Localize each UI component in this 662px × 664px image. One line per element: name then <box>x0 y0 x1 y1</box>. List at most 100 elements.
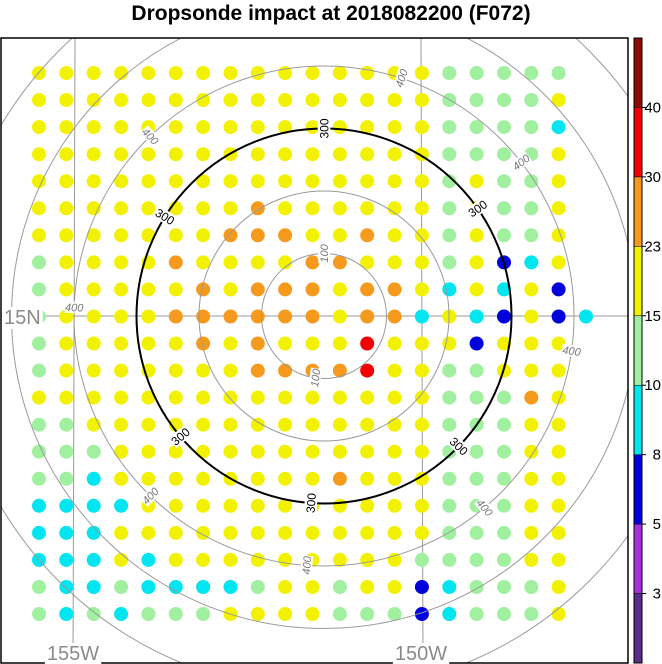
data-point <box>278 498 293 513</box>
data-point <box>141 607 156 621</box>
data-point <box>360 580 375 594</box>
data-point <box>32 471 46 486</box>
data-point <box>551 498 566 513</box>
data-point <box>278 580 293 594</box>
colorbar-box <box>633 107 643 178</box>
data-point <box>524 66 539 80</box>
data-point <box>278 255 293 270</box>
data-point <box>469 336 484 351</box>
data-point <box>414 498 429 513</box>
data-point <box>141 93 156 107</box>
data-point <box>414 309 429 324</box>
data-point <box>551 93 566 107</box>
data-point <box>387 607 402 621</box>
data-point <box>250 580 265 594</box>
data-point <box>196 471 211 486</box>
data-point <box>360 471 375 486</box>
data-point <box>469 93 484 107</box>
data-point <box>86 607 101 621</box>
data-point <box>497 444 511 459</box>
data-point <box>196 552 211 567</box>
data-point <box>141 174 156 189</box>
data-point <box>250 417 265 432</box>
data-point <box>469 147 484 162</box>
data-point <box>250 390 265 405</box>
data-point <box>551 580 566 594</box>
data-point <box>442 336 457 351</box>
range-ring-label: 400 <box>394 67 411 89</box>
data-point <box>305 607 320 621</box>
data-point <box>332 363 347 378</box>
data-point <box>524 174 539 189</box>
data-point <box>524 336 539 351</box>
data-point <box>250 444 265 459</box>
data-point <box>223 93 238 107</box>
data-point <box>250 93 265 107</box>
data-point <box>223 498 238 513</box>
data-point <box>32 174 46 189</box>
data-point <box>32 120 46 135</box>
data-point <box>196 255 211 270</box>
colorbar-box <box>633 523 643 594</box>
colorbar-label: 10 <box>644 377 661 394</box>
data-point <box>223 66 238 80</box>
data-point <box>86 147 101 162</box>
data-point <box>223 552 238 567</box>
data-point <box>168 174 183 189</box>
data-point <box>524 255 539 270</box>
data-point <box>469 607 484 621</box>
data-point <box>278 471 293 486</box>
data-point <box>469 120 484 135</box>
data-point <box>469 282 484 297</box>
range-ring-label: 400 <box>65 302 85 315</box>
data-point <box>196 417 211 432</box>
data-point <box>250 471 265 486</box>
data-point <box>141 336 156 351</box>
data-point <box>497 282 511 297</box>
data-point <box>551 309 566 324</box>
data-point <box>524 580 539 594</box>
data-point <box>442 282 457 297</box>
data-point <box>305 417 320 432</box>
data-point <box>497 417 511 432</box>
data-point <box>524 201 539 216</box>
data-point <box>141 228 156 243</box>
data-point <box>387 147 402 162</box>
data-point <box>141 309 156 324</box>
data-point <box>196 174 211 189</box>
data-point <box>86 471 101 486</box>
data-point <box>168 607 183 621</box>
data-point <box>114 471 129 486</box>
data-point <box>360 390 375 405</box>
data-point <box>86 525 101 540</box>
data-point <box>168 120 183 135</box>
data-point <box>32 580 46 594</box>
data-point <box>114 336 129 351</box>
data-point <box>332 174 347 189</box>
data-point <box>387 390 402 405</box>
data-point <box>469 363 484 378</box>
data-point <box>469 228 484 243</box>
data-point <box>524 471 539 486</box>
data-point <box>387 552 402 567</box>
data-point <box>305 525 320 540</box>
data-point <box>168 444 183 459</box>
data-point <box>524 282 539 297</box>
data-point <box>524 363 539 378</box>
data-point <box>387 201 402 216</box>
data-point <box>305 336 320 351</box>
data-point <box>278 120 293 135</box>
data-point <box>59 120 74 135</box>
data-point <box>551 147 566 162</box>
data-point <box>250 282 265 297</box>
data-point <box>250 525 265 540</box>
data-point <box>86 93 101 107</box>
data-point <box>414 255 429 270</box>
data-point <box>360 552 375 567</box>
data-point <box>32 390 46 405</box>
data-point <box>168 66 183 80</box>
data-point <box>305 147 320 162</box>
data-point <box>305 309 320 324</box>
data-point <box>332 444 347 459</box>
data-point <box>387 417 402 432</box>
